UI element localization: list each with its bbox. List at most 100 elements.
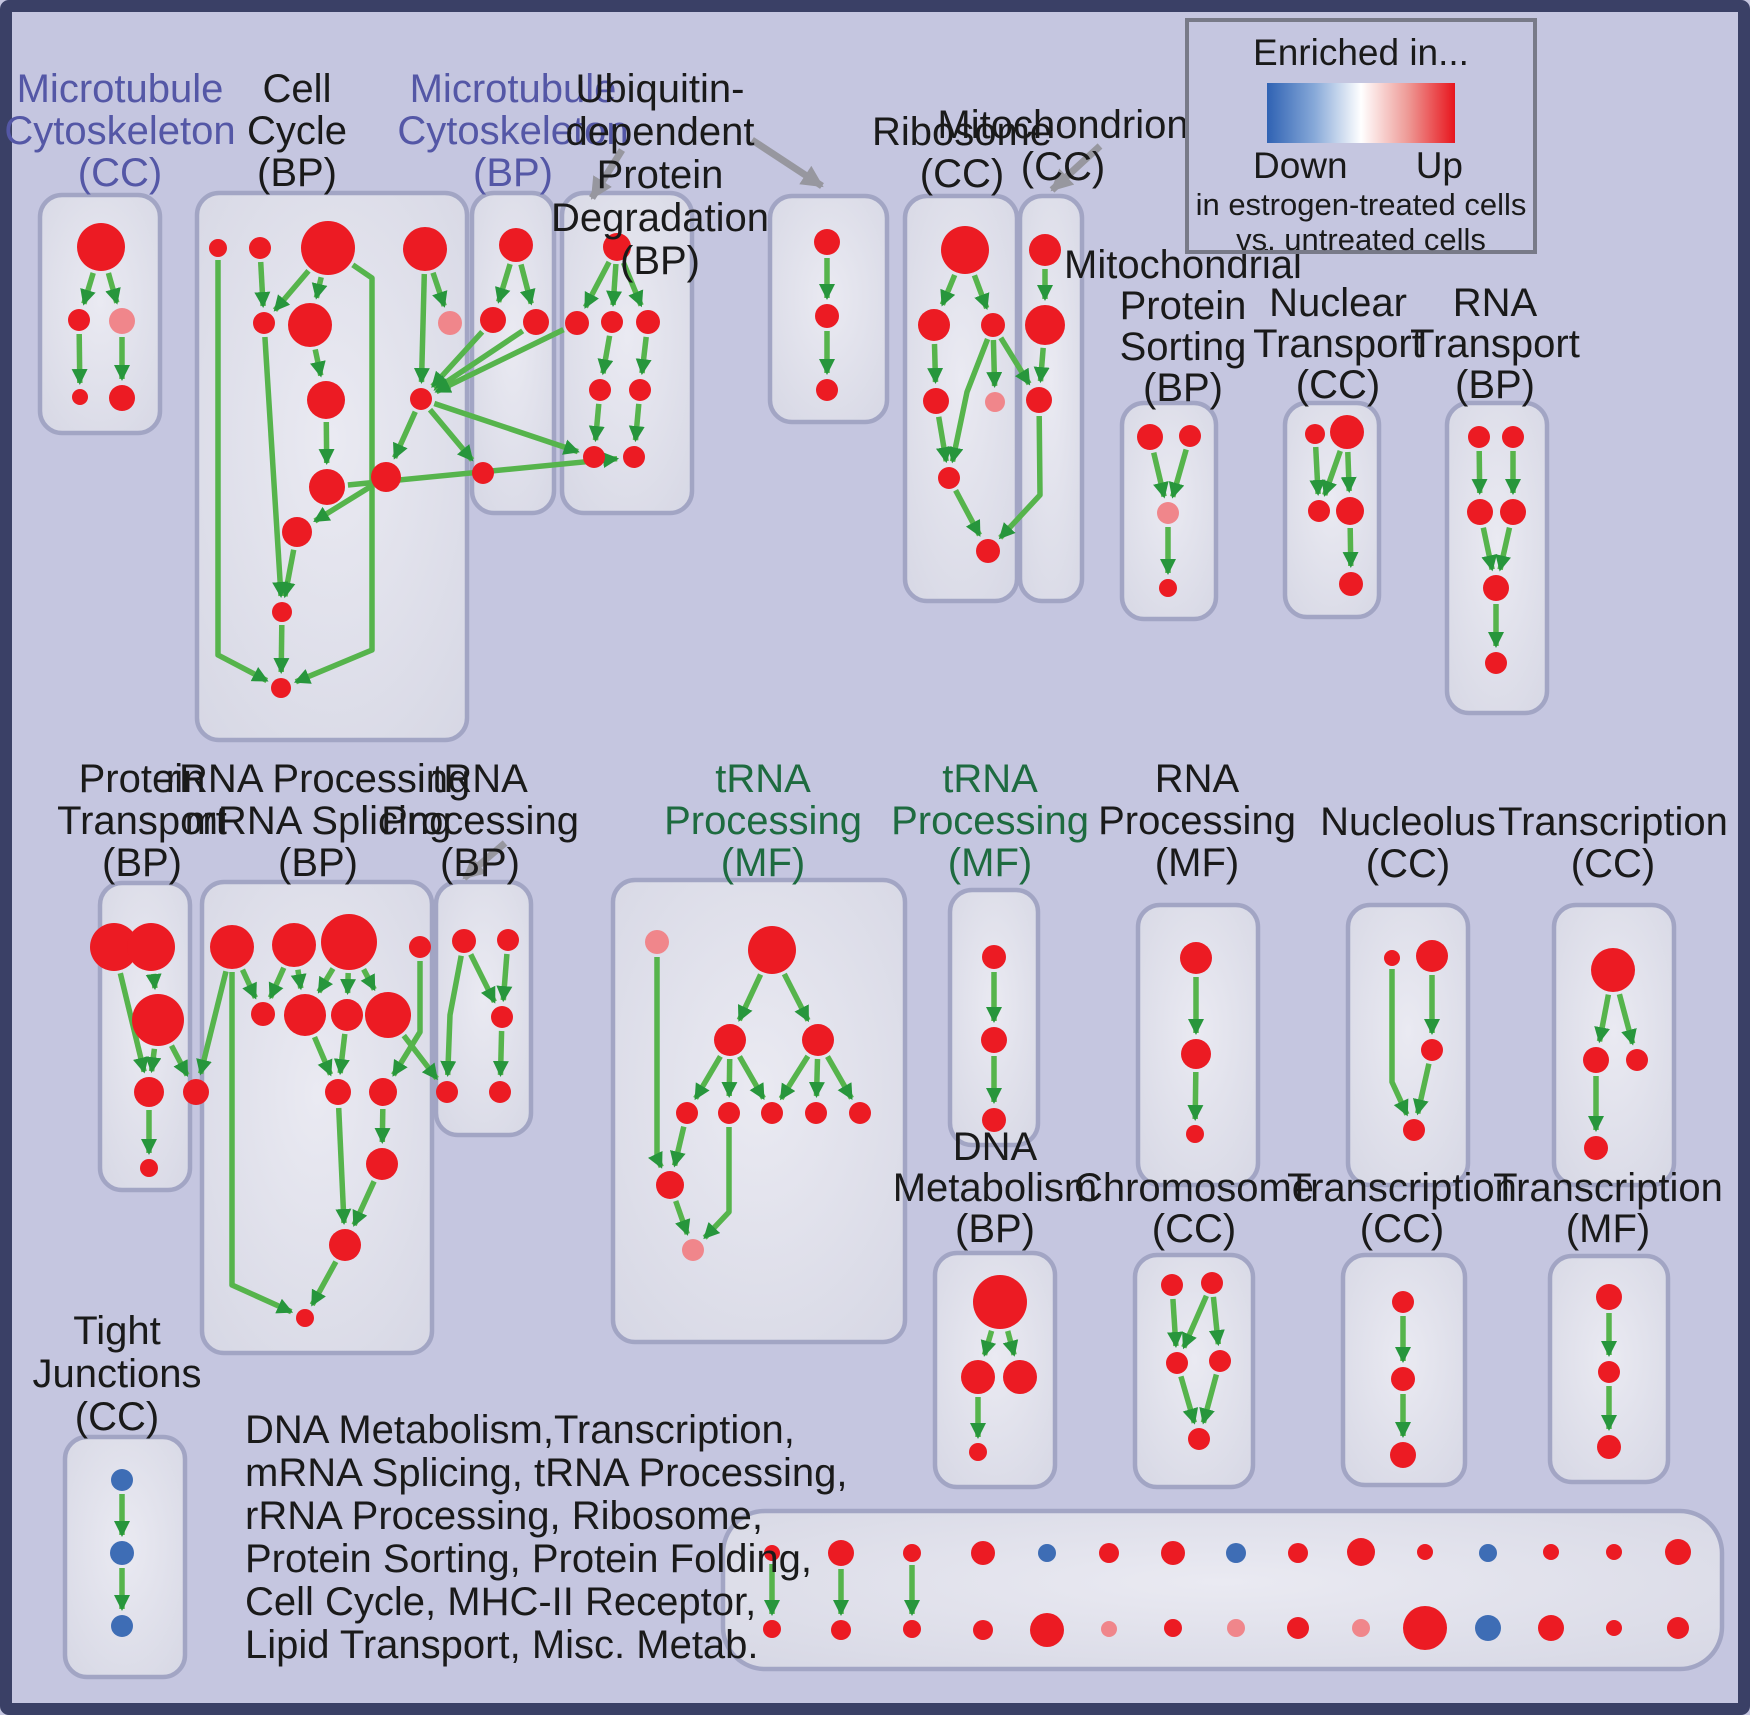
node-ubb_b — [816, 379, 838, 401]
label-tcc2-line-2: (CC) — [1360, 1207, 1444, 1251]
edge-uba_r2a-to-cc_i — [434, 327, 565, 395]
edge-tm1_hub-to-tm1_pb — [673, 1200, 691, 1236]
edge-cc_e-to-cc_l — [262, 336, 289, 598]
label-rt-line-3: (BP) — [1455, 363, 1535, 407]
label-tcc-line-1: Transcription — [1498, 800, 1728, 844]
trna-bp-pointer-arrow — [461, 840, 508, 881]
node-rr_low — [329, 1229, 361, 1261]
node-rr_3a — [325, 1079, 351, 1105]
node-tbp_tl — [452, 929, 476, 953]
label-misc-line-2: mRNA Splicing, tRNA Processing, — [245, 1451, 847, 1495]
node-mtcc_1 — [77, 223, 125, 271]
label-ub-line-3: Protein — [597, 153, 724, 197]
node-uba_r2b — [601, 311, 623, 333]
label-mtcc-line-2: Cytoskeleton — [4, 109, 235, 153]
edge-mps_tl-to-mps_pk — [1151, 451, 1169, 499]
node-cc_f — [288, 303, 332, 347]
edge-mtcc_1-to-mtcc_3 — [105, 272, 121, 305]
edge-cc_j2-to-cc_k — [313, 484, 373, 524]
edge-rp_m-to-rp_b — [1187, 1071, 1204, 1121]
edge-rib_t-to-rib_ms — [971, 274, 990, 310]
node-mtbp_t — [499, 228, 533, 262]
node-w_t3 — [903, 1544, 921, 1562]
node-w_t6 — [1099, 1543, 1119, 1563]
node-rr_2b — [284, 994, 326, 1036]
label-tj-line-2: Junctions — [33, 1352, 202, 1396]
node-w_t1 — [764, 1545, 780, 1561]
node-w_b14 — [1606, 1620, 1622, 1636]
node-tm2_b — [982, 1108, 1006, 1132]
node-rib_pk — [985, 392, 1005, 412]
node-tm1_mr — [802, 1024, 834, 1056]
label-rpmf-line-2: Processing — [1098, 799, 1296, 843]
edge-tbp_tr-to-tbp_m — [496, 953, 513, 1003]
node-t2_b — [1390, 1442, 1416, 1468]
edge-mito_m-to-mito_c — [1033, 347, 1050, 384]
label-ub-line-1: Ubiquitin- — [576, 67, 745, 111]
edge-tm1_mr-to-tm1_b4 — [808, 1058, 825, 1098]
label-rrna-line-3: (BP) — [278, 841, 358, 885]
label-tmf1-line-3: (MF) — [721, 841, 805, 885]
node-rr_2c — [331, 999, 363, 1031]
node-dn_b — [969, 1443, 987, 1461]
label-rt-line-2: Transport — [1410, 322, 1580, 366]
node-w_t4 — [971, 1541, 995, 1565]
node-pt_d — [134, 1077, 164, 1107]
label-rrna-line-1: rRNA Processing — [166, 757, 471, 801]
node-w_b15 — [1667, 1617, 1689, 1639]
edge-tm1_mr-to-tm1_b5 — [825, 1055, 854, 1101]
edge-tc_t-to-tc_mr — [1616, 993, 1637, 1046]
label-mito-line-1: Mitochondrion — [937, 103, 1188, 147]
label-misc-line-5: Cell Cycle, MHC-II Receptor, — [245, 1580, 756, 1624]
edge-ch_tr-to-ch_mr — [1208, 1296, 1225, 1347]
node-rib_ms — [981, 313, 1005, 337]
node-rr_t2 — [272, 923, 316, 967]
node-rp_t — [1180, 942, 1212, 974]
node-w_t13 — [1543, 1544, 1559, 1560]
edge-pt_c-to-pt_d — [145, 1048, 162, 1074]
edge-rr_hub-to-rr_low — [351, 1180, 377, 1227]
node-tm1_ml — [714, 1024, 746, 1056]
edge-rib_ms-to-rib_pk — [986, 339, 1003, 388]
edge-rr_t1-to-rr_2a — [240, 968, 258, 1000]
node-mtbp_mr — [523, 309, 549, 335]
node-cc_c — [301, 221, 355, 275]
label-nt-line-2: Transport — [1253, 322, 1423, 366]
ubiquitin-right-pointer-arrow — [750, 137, 824, 189]
node-w_t9 — [1288, 1543, 1308, 1563]
node-w_t14 — [1606, 1544, 1622, 1560]
label-rt-line-1: RNA — [1453, 281, 1538, 325]
label-pt-line-1: Protein — [79, 757, 206, 801]
legend-subtitle-1: in estrogen-treated cells — [1195, 187, 1527, 222]
edge-tm1_ml-to-tm1_b1 — [693, 1055, 723, 1101]
edge-nt_mr-to-nt_b — [1342, 527, 1359, 568]
node-w_b13 — [1538, 1615, 1564, 1641]
edge-tbp_tl-to-tbp_bl — [440, 955, 464, 1077]
label-misc-line-1: DNA Metabolism,Transcription, — [245, 1408, 795, 1452]
label-ub-line-4: Degradation — [551, 196, 769, 240]
edge-rib_ms-to-mito_c — [998, 336, 1032, 386]
edge-rr_2c-to-rr_3a — [333, 1033, 350, 1076]
node-w_b2 — [831, 1620, 851, 1640]
edge-uba_t-to-uba_r2b — [606, 263, 623, 307]
node-uba_r3a — [589, 379, 611, 401]
edge-tbp_tl-to-tbp_m — [468, 953, 497, 1004]
node-w_t5 — [1038, 1544, 1056, 1562]
edge-mps_tr-to-mps_pk — [1168, 448, 1189, 499]
node-w_t15 — [1665, 1539, 1691, 1565]
label-nuc-line-1: Nucleolus — [1320, 800, 1496, 844]
node-w_b1 — [763, 1620, 781, 1638]
node-rr_t1 — [210, 925, 254, 969]
edge-tm1_t-to-tm1_ml — [736, 973, 764, 1022]
cluster-box-mtcc — [37, 192, 163, 436]
node-cc_m — [271, 678, 291, 698]
node-w_t12 — [1479, 1544, 1497, 1562]
node-tm1_t — [748, 926, 796, 974]
edge-cc_i-to-mtbp_b — [427, 407, 475, 462]
label-rib-line-1: Ribosome — [872, 110, 1052, 154]
node-cc_k — [282, 517, 312, 547]
node-mito_t — [1029, 234, 1061, 266]
label-mps-line-3: Sorting — [1120, 325, 1247, 369]
node-cc_d — [403, 227, 447, 271]
